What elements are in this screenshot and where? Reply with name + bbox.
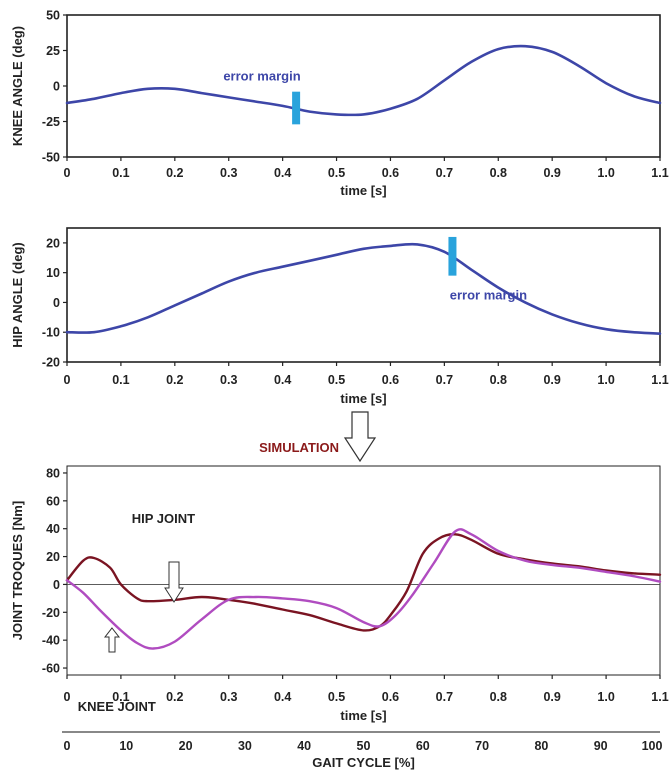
knee-angle-plot-frame	[66, 14, 661, 158]
hip-angle-y-tick-label: -10	[42, 326, 60, 340]
knee-angle-y-tick-label: 50	[46, 9, 60, 23]
hip-angle-series-measured-line	[65, 242, 662, 335]
joint-torques-x2-tick-label: 30	[238, 739, 252, 753]
hip-angle-x-tick-label: 0.4	[274, 373, 291, 387]
simulation-label: SIMULATION	[259, 440, 339, 455]
joint-torques-x-tick-label: 1.1	[651, 690, 668, 704]
joint-torques-x-tick-label: 0.2	[166, 690, 183, 704]
knee-angle-x-tick-label: 0.2	[166, 166, 183, 180]
knee-angle-x-tick-label: 0.9	[543, 166, 560, 180]
joint-torques-x-tick-label: 1.0	[597, 690, 614, 704]
joint-torques-x-tick-label: 0.9	[543, 690, 560, 704]
joint-torques-x-tick-label: 0	[64, 690, 71, 704]
knee-angle-x-tick-label: 0.3	[220, 166, 237, 180]
hip-angle-x-tick-label: 0.3	[220, 373, 237, 387]
hip-angle-x-tick-label: 0	[64, 373, 71, 387]
knee-angle-x-tick-label: 0.6	[382, 166, 399, 180]
knee-angle-error-margin-bar	[292, 91, 301, 125]
hip-angle-x-tick-label: 0.9	[543, 373, 560, 387]
joint-torques-x2-tick-label: 60	[416, 739, 430, 753]
joint-torques-y-tick-label: 40	[46, 522, 60, 536]
hip-angle-x-axis-label: time [s]	[340, 391, 386, 406]
joint-torques-x-tick-label: 0.7	[436, 690, 453, 704]
joint-torques-y-tick-label: 80	[46, 466, 60, 480]
joint-torques-x-tick-label: 0.8	[490, 690, 507, 704]
joint-torques-y-tick-label: 0	[53, 578, 60, 592]
joint-torques-x2-tick-label: 40	[297, 739, 311, 753]
knee-angle-x-tick-label: 0	[64, 166, 71, 180]
hip-angle-y-tick-label: 20	[46, 236, 60, 250]
knee-angle-y-tick-label: 0	[53, 80, 60, 94]
knee-angle-annotation: error margin	[223, 68, 300, 83]
joint-torques-series-knee-joint-line	[65, 528, 662, 650]
joint-torques-x2-tick-label: 20	[179, 739, 193, 753]
knee-angle-x-tick-label: 1.0	[597, 166, 614, 180]
hip-angle-plot-frame	[66, 227, 661, 363]
knee-angle-x-tick-label: 0.5	[328, 166, 345, 180]
joint-torques-x2-tick-label: 0	[64, 739, 71, 753]
joint-torques-y-tick-label: 60	[46, 494, 60, 508]
joint-torques-x2-tick-label: 80	[534, 739, 548, 753]
knee-angle-series-measured-line	[65, 44, 662, 117]
joint-torques-x2-axis-label: GAIT CYCLE [%]	[312, 755, 415, 770]
knee-angle-x-tick-label: 0.1	[112, 166, 129, 180]
knee-angle-x-tick-label: 0.4	[274, 166, 291, 180]
knee-angle-x-axis-label: time [s]	[340, 183, 386, 198]
hip-angle-annotation: error margin	[450, 287, 527, 302]
hip-angle-error-margin-bar	[448, 236, 457, 276]
hip-joint-pointer-arrow	[164, 561, 184, 603]
joint-torques-x-tick-label: 0.5	[328, 690, 345, 704]
joint-torques-x-tick-label: 0.1	[112, 690, 129, 704]
hip-angle-y-tick-label: 0	[53, 296, 60, 310]
knee-angle-chart: 0 0.1 0.2 0.3 0.4 0.5 0.6 0.7 0.8 0.9 1.0 1.1 -50 -25…	[10, 9, 669, 199]
joint-torques-series-hip-joint-line	[65, 533, 662, 632]
hip-angle-y-tick-label: 10	[46, 266, 60, 280]
joint-torques-x-axis-label: time [s]	[340, 708, 386, 723]
knee-joint-pointer-arrow	[103, 627, 121, 653]
hip-angle-chart: 0 0.1 0.2 0.3 0.4 0.5 0.6 0.7 0.8 0.9 1.0 1.1 -20 -10…	[10, 227, 669, 406]
joint-torques-chart: 0 0.1 0.2 0.3 0.4 0.5 0.6 0.7 0.8 0.9 1.0 1.1 -60 -40…	[10, 465, 669, 770]
joint-torques-y-tick-label: -60	[42, 662, 60, 676]
hip-angle-y-axis-label: HIP ANGLE (deg)	[10, 242, 25, 347]
joint-torques-y-tick-label: -40	[42, 634, 60, 648]
joint-torques-y-tick-label: -20	[42, 606, 60, 620]
hip-angle-x-tick-label: 1.0	[597, 373, 614, 387]
joint-torques-annotation: KNEE JOINT	[78, 699, 156, 714]
hip-angle-x-tick-label: 1.1	[651, 373, 668, 387]
joint-torques-plot-frame	[66, 465, 661, 676]
joint-torques-x2-tick-label: 10	[119, 739, 133, 753]
hip-angle-x-tick-label: 0.2	[166, 373, 183, 387]
hip-angle-y-tick-label: -20	[42, 356, 60, 370]
hip-angle-x-tick-label: 0.5	[328, 373, 345, 387]
knee-angle-x-tick-label: 0.7	[436, 166, 453, 180]
joint-torques-x-tick-label: 0.3	[220, 690, 237, 704]
knee-angle-y-tick-label: -25	[42, 115, 60, 129]
joint-torques-x2-tick-label: 90	[594, 739, 608, 753]
knee-angle-x-tick-label: 0.8	[490, 166, 507, 180]
knee-angle-y-tick-label: 25	[46, 44, 60, 58]
knee-angle-x-tick-label: 1.1	[651, 166, 668, 180]
hip-angle-x-tick-label: 0.8	[490, 373, 507, 387]
knee-angle-y-axis-label: KNEE ANGLE (deg)	[10, 26, 25, 146]
joint-torques-y-axis-label: JOINT TROQUES [Nm]	[10, 501, 25, 640]
simulation-arrow	[343, 411, 377, 463]
joint-torques-x2-tick-label: 70	[475, 739, 489, 753]
joint-torques-x-tick-label: 0.4	[274, 690, 291, 704]
joint-torques-y-tick-label: 20	[46, 550, 60, 564]
hip-angle-x-tick-label: 0.6	[382, 373, 399, 387]
hip-angle-x-tick-label: 0.7	[436, 373, 453, 387]
joint-torques-x2-tick-label: 100	[642, 739, 663, 753]
joint-torques-x2-tick-label: 50	[357, 739, 371, 753]
joint-torques-x-tick-label: 0.6	[382, 690, 399, 704]
knee-angle-y-tick-label: -50	[42, 151, 60, 165]
joint-torques-annotation: HIP JOINT	[132, 511, 195, 526]
hip-angle-x-tick-label: 0.1	[112, 373, 129, 387]
